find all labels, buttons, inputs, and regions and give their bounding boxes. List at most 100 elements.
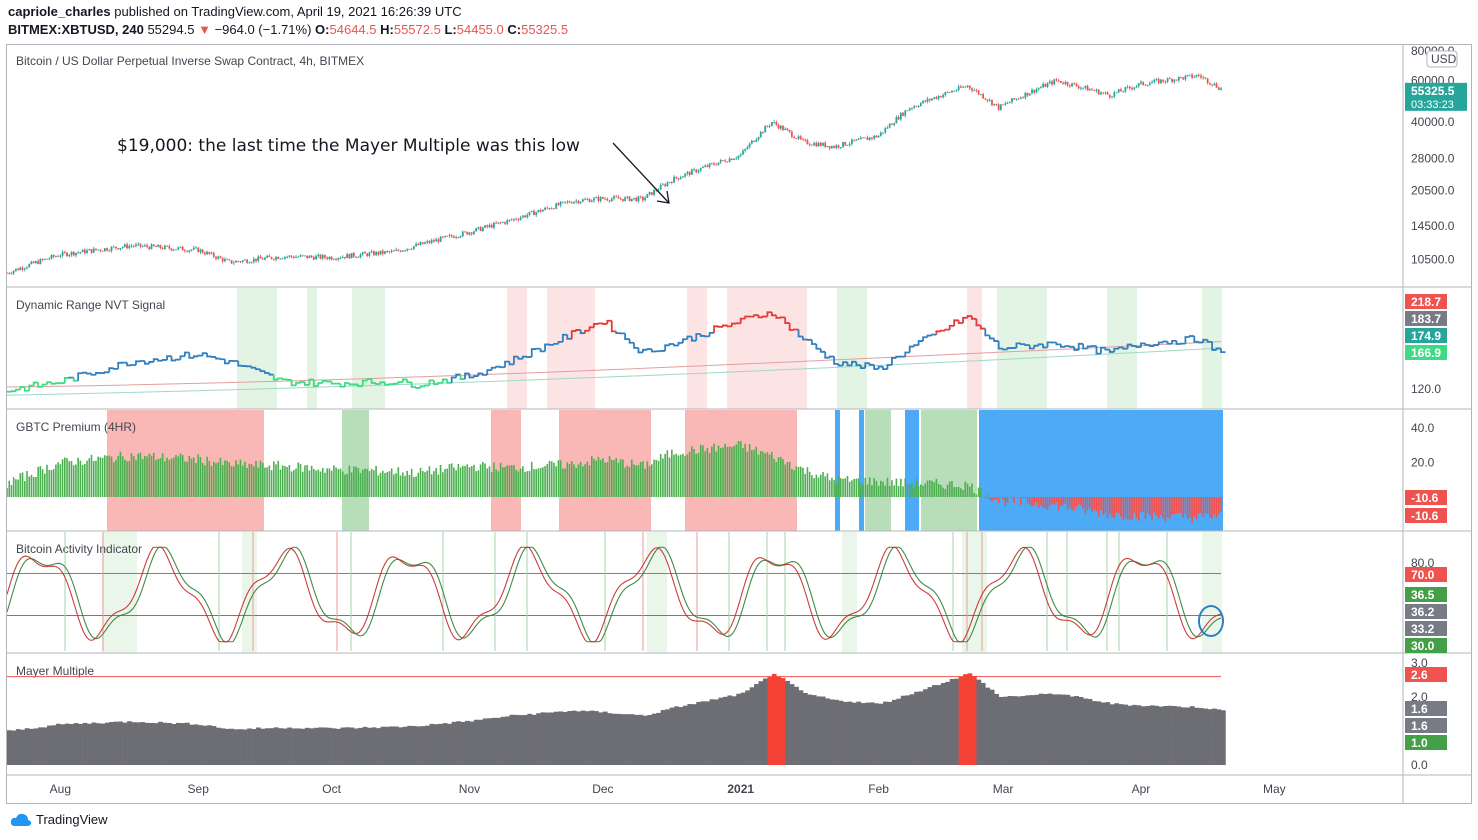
gbtc-shade-band (979, 410, 1223, 531)
gbtc-bar (1048, 497, 1051, 506)
gbtc-bar (935, 478, 938, 497)
candle-body (1211, 84, 1214, 86)
gbtc-bar (1037, 497, 1040, 508)
gbtc-bar (1171, 497, 1173, 515)
mayer-bar (674, 706, 679, 765)
mayer-bar (55, 723, 61, 765)
candle-body (586, 199, 589, 200)
nvt-step (891, 357, 897, 365)
gbtc-bar (1084, 497, 1087, 514)
value-tag (1405, 718, 1447, 733)
candle-body (888, 123, 891, 128)
candle-body (406, 248, 409, 251)
candle-body (759, 131, 762, 138)
candle-body (635, 197, 638, 202)
mayer-bar (1087, 698, 1093, 765)
tradingview-footer[interactable]: TradingView (10, 812, 108, 827)
published-text: published on TradingView.com, April 19, … (114, 4, 462, 19)
nvt-step (481, 373, 488, 376)
gbtc-bar (855, 478, 858, 497)
chart-area[interactable]: Bitcoin / US Dollar Perpetual Inverse Sw… (6, 44, 1472, 804)
mayer-bar (38, 727, 43, 765)
candle-body (206, 251, 209, 255)
gbtc-bar (635, 465, 638, 497)
gbtc-bar (12, 477, 15, 497)
candle-body (868, 137, 871, 140)
candle-body (664, 184, 667, 187)
gbtc-bar (1082, 497, 1084, 509)
nvt-step (250, 366, 257, 369)
mayer-bar (1083, 698, 1088, 765)
change-arrow-icon: ▼ (198, 22, 211, 37)
mayer-bar (1145, 706, 1151, 765)
nvt-shade-band (352, 288, 385, 409)
nvt-step (388, 383, 394, 386)
candle-body (875, 135, 878, 138)
value-tag (1405, 345, 1447, 360)
gbtc-shade-band (859, 410, 864, 531)
gbtc-bar (1195, 497, 1198, 519)
gbtc-bar (139, 452, 142, 497)
nvt-step (815, 343, 821, 350)
nvt-step (699, 334, 706, 337)
candle-body (95, 248, 97, 251)
candle-body (728, 158, 731, 162)
gbtc-bar (295, 468, 297, 497)
value-tag (1405, 508, 1447, 523)
candle-body (790, 131, 793, 137)
price-axis[interactable]: 80000.060000.040000.028000.020500.014500… (1405, 44, 1467, 772)
gbtc-bar (401, 472, 404, 497)
mayer-bar (527, 713, 533, 765)
gbtc-bar (159, 458, 162, 497)
gbtc-bar (1111, 497, 1113, 517)
candle-body (844, 141, 847, 146)
candle-body (773, 121, 775, 123)
nvt-step (877, 365, 884, 370)
gbtc-bar (386, 472, 389, 497)
gbtc-bar (206, 456, 208, 497)
gbtc-bar (639, 461, 642, 497)
activity-pane-title: Bitcoin Activity Indicator (16, 542, 142, 556)
nvt-step (157, 359, 163, 362)
candle-body (501, 222, 504, 223)
gbtc-bar (522, 466, 524, 497)
nvt-step (1148, 344, 1155, 347)
nvt-step (739, 317, 746, 324)
publish-line: capriole_charles published on TradingVie… (8, 4, 462, 19)
candle-body (517, 219, 520, 221)
mayer-bar (927, 687, 933, 765)
nvt-step (1193, 336, 1199, 343)
candle-body (613, 196, 615, 199)
nvt-step (210, 356, 217, 358)
mayer-bar (767, 676, 773, 765)
mayer-bar (473, 719, 479, 765)
candle-body (1122, 91, 1125, 93)
time-axis[interactable]: Aug Sep Oct Nov Dec 2021 Feb Mar Apr May (50, 782, 1286, 796)
mayer-bar (233, 729, 239, 765)
gbtc-bar (488, 466, 491, 497)
candle-body (657, 189, 660, 191)
gbtc-bar (724, 443, 726, 497)
mayer-bar (353, 728, 359, 765)
gbtc-bar (1046, 497, 1049, 510)
gbtc-bar (568, 463, 571, 497)
gbtc-bar (995, 497, 998, 500)
candle-body (186, 251, 188, 252)
value-tag-label: -10.6 (1411, 491, 1439, 505)
candle-body (835, 145, 838, 148)
candle-body (1055, 79, 1058, 81)
candle-body (639, 196, 642, 198)
nvt-shade-band (547, 288, 595, 409)
author-name[interactable]: capriole_charles (8, 4, 111, 19)
chart-svg[interactable]: Bitcoin / US Dollar Perpetual Inverse Sw… (6, 44, 1471, 803)
candle-body (1053, 79, 1056, 85)
gbtc-bar (1186, 497, 1189, 519)
candle-body (815, 142, 818, 147)
gbtc-bar (417, 472, 420, 497)
mayer-bar (749, 687, 755, 765)
gbtc-bar (922, 485, 924, 497)
nvt-step (1068, 345, 1075, 348)
candle-body (1126, 86, 1129, 88)
candle-body (479, 227, 482, 231)
gbtc-bar (1102, 497, 1104, 515)
